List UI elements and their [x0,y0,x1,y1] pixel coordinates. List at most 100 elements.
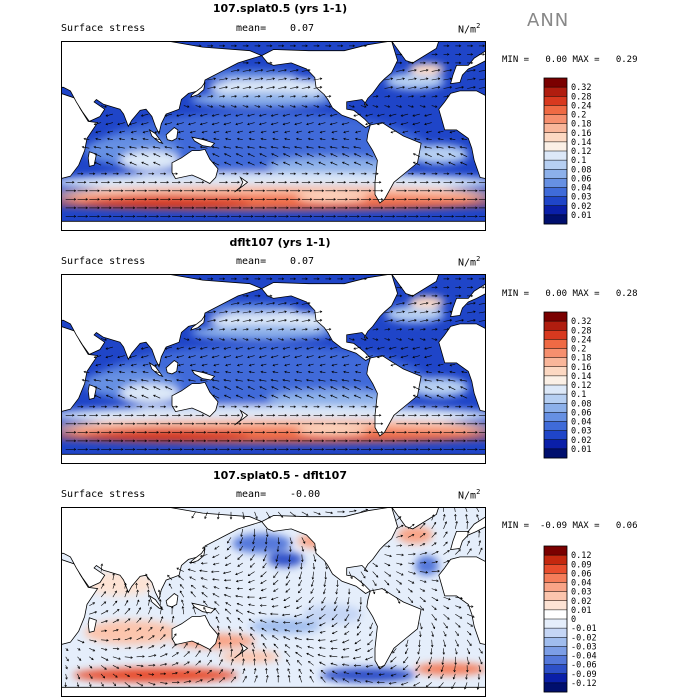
stress-vector [396,86,405,89]
vector-head [449,69,453,72]
stress-vector [295,394,302,399]
vector-head [412,394,416,397]
stress-vector [266,338,272,341]
vector-head [72,414,75,417]
stress-vector [273,588,279,592]
stress-vector [200,554,208,557]
stress-vector [417,648,421,655]
vector-head [392,198,396,201]
stress-vector [247,394,255,399]
vector-head [412,161,416,164]
vector-head [105,658,109,661]
vector-head [328,328,332,331]
vector-head [402,363,405,367]
vector-head [354,672,358,675]
vector-head [257,338,261,341]
vector-head [320,181,323,184]
stress-vector [396,302,405,305]
vector-head [443,644,447,648]
vector-head [399,105,403,108]
vector-head [411,338,414,341]
vector-head [293,328,296,331]
stress-vector [419,302,429,305]
vector-head [152,635,155,638]
colorbar-swatch [544,619,567,629]
vector-head [434,542,437,545]
stress-vector [223,379,232,382]
vector-head [270,294,273,298]
vector-head [473,86,476,89]
stress-vector [168,583,173,589]
vector-head [329,122,333,126]
panel2-colorbar: 0.320.280.240.20.180.160.140.120.10.080.… [543,311,591,459]
vector-head [239,626,242,629]
vector-head [376,114,380,117]
vector-head [260,634,264,637]
vector-head [274,215,277,218]
vector-head [307,69,311,72]
stress-vectors [65,44,486,218]
vector-head [307,363,311,367]
vector-head [397,601,401,604]
stress-vector [384,571,391,577]
vector-head [253,658,256,661]
vector-head [199,347,203,350]
vector-head [250,448,254,451]
stress-vector [313,311,322,314]
vector-head [428,431,431,434]
vector-head [276,667,279,671]
panel2-title: dflt107 (yrs 1-1) [229,236,331,249]
stress-vector [428,673,432,679]
stress-vector [230,95,237,98]
vector-head [272,363,275,367]
stress-vector [148,599,150,606]
stress-vector [401,355,409,358]
stress-vector [129,379,137,382]
stress-vector [384,311,393,314]
vector-head [306,153,310,156]
vector-head [470,405,474,409]
vector-head [368,422,372,426]
colorbar-swatch [544,214,567,225]
stress-vector [448,386,456,390]
vector-head [341,386,345,389]
stress-vector [254,675,258,683]
stress-vector [408,302,417,305]
stress-vector [242,311,251,314]
stress-vector [105,113,113,117]
stress-vector [443,521,447,530]
vector-head [458,549,461,552]
stress-vector [396,516,402,521]
vector-head [367,642,370,646]
vector-head [435,53,438,56]
vector-head [345,198,348,201]
stress-vector [306,113,314,117]
stress-vector [272,635,279,641]
vector-head [258,611,261,615]
stress-vector [360,579,364,587]
vector-head [121,189,124,193]
vector-head [223,378,226,382]
vector-head [225,86,228,89]
vector-head [369,626,372,630]
stress-vector [441,665,444,672]
stress-vector [192,606,196,615]
vector-head [109,439,112,443]
stress-vector [408,86,417,89]
vector-head [284,130,287,134]
vector-head [307,630,311,633]
vector-head [209,669,212,673]
vector-head [447,44,450,48]
vector-head [199,569,202,573]
stress-vector [94,394,102,399]
stress-vector [372,105,378,108]
vector-head [272,137,275,141]
map-frame [61,507,486,697]
stress-vector [448,161,456,166]
vector-head [387,105,391,108]
stress-vector [306,613,314,619]
vector-head [414,130,417,134]
stress-vector [129,394,137,399]
vector-head [250,633,253,636]
vector-head [286,198,289,201]
